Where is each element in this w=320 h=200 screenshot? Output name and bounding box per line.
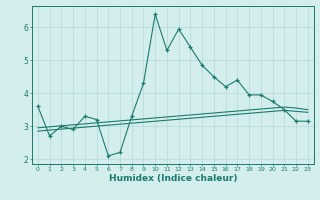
X-axis label: Humidex (Indice chaleur): Humidex (Indice chaleur) <box>108 174 237 183</box>
